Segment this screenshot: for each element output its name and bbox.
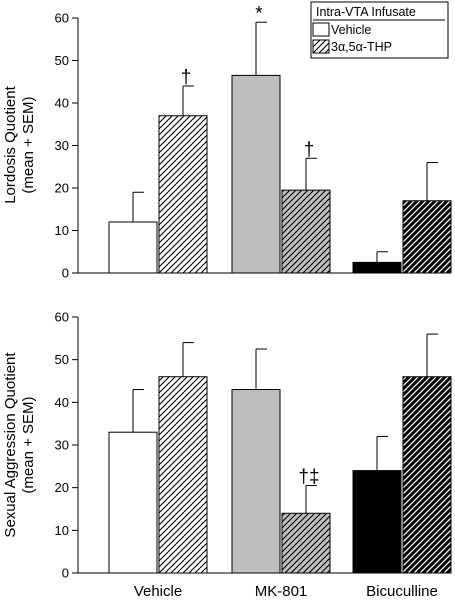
lordosis-y-axis-title-line2: (mean + SEM) (20, 96, 37, 193)
lordosis-y-tick-label: 0 (62, 266, 69, 281)
aggression-bar-mk-801-3-5-thp-significance-marker: †‡ (298, 467, 319, 488)
category-label-vehicle: Vehicle (134, 583, 182, 600)
legend-label-thp: 3α,5α-THP (331, 40, 392, 54)
aggression-bar-vehicle-vehicle (108, 431, 158, 574)
lordosis-bar-mk-801-vehicle-significance-marker: * (255, 3, 263, 24)
category-label-mk-801: MK-801 (255, 583, 308, 600)
sexual-aggression-panel: Sexual Aggression Quotient (mean + SEM) … (2, 310, 452, 600)
aggression-y-tick-label: 0 (62, 566, 69, 581)
category-label-bicuculline: Bicuculline (366, 583, 438, 600)
lordosis-bar-vehicle-vehicle (108, 221, 158, 274)
category-labels: Vehicle MK-801 Bicuculline (134, 583, 438, 600)
legend-title: Intra-VTA Infusate (316, 5, 416, 19)
lordosis-bar-vehicle-3-5-thp-significance-marker: † (181, 67, 192, 88)
lordosis-bar-mk-801-vehicle (231, 74, 281, 274)
aggression-bar-bicuculline-vehicle (352, 470, 402, 574)
aggression-bar-mk-801-3-5-thp (281, 512, 331, 574)
aggression-bars: †‡ (108, 333, 452, 574)
aggression-y-tick-label: 50 (55, 352, 69, 367)
lordosis-panel: Lordosis Quotient (mean + SEM) 0 10 20 30 40… (2, 1, 452, 281)
lordosis-y-tick-label: 40 (55, 96, 69, 111)
aggression-y-tick-label: 40 (55, 395, 69, 410)
lordosis-y-tick-label: 10 (55, 223, 69, 238)
legend: Intra-VTA Infusate Vehicle 3α,5α-THP (310, 1, 449, 59)
lordosis-y-tick-label: 30 (55, 138, 69, 153)
legend-box (310, 1, 449, 59)
lordosis-bars: † * † (108, 3, 452, 274)
aggression-bar-bicuculline-3-5-thp (402, 376, 452, 574)
lordosis-bar-bicuculline-vehicle (352, 261, 402, 274)
lordosis-y-axis-title: Lordosis Quotient (mean + SEM) (2, 85, 37, 203)
aggression-y-tick-label: 10 (55, 523, 69, 538)
lordosis-y-axis-title-line1: Lordosis Quotient (2, 85, 19, 203)
aggression-y-tick-label: 20 (55, 480, 69, 495)
aggression-y-tick-label: 60 (55, 310, 69, 325)
lordosis-y-tick-label: 20 (55, 181, 69, 196)
lordosis-bar-vehicle-3-5-thp (158, 115, 208, 274)
aggression-bar-vehicle-3-5-thp (158, 376, 208, 574)
lordosis-bar-mk-801-3-5-thp-significance-marker: † (304, 139, 315, 160)
lordosis-y-tick-label: 50 (55, 53, 69, 68)
aggression-y-tick-label: 30 (55, 438, 69, 453)
legend-swatch-vehicle (312, 22, 330, 37)
legend-swatch-thp (312, 39, 330, 54)
lordosis-bar-bicuculline-3-5-thp (402, 200, 452, 274)
aggression-y-ticks: 0 10 20 30 40 50 60 (55, 310, 78, 581)
aggression-y-axis-title: Sexual Aggression Quotient (mean + SEM) (2, 352, 37, 538)
lordosis-y-tick-label: 60 (55, 11, 69, 26)
lordosis-y-ticks: 0 10 20 30 40 50 60 (55, 11, 78, 281)
lordosis-axes (77, 18, 448, 274)
lordosis-bar-mk-801-3-5-thp (281, 189, 331, 274)
legend-label-vehicle: Vehicle (331, 23, 371, 37)
aggression-y-axis-title-line2: (mean + SEM) (20, 396, 37, 493)
aggression-bar-mk-801-vehicle (231, 389, 281, 574)
aggression-axes (77, 317, 448, 574)
aggression-y-axis-title-line1: Sexual Aggression Quotient (2, 352, 19, 538)
